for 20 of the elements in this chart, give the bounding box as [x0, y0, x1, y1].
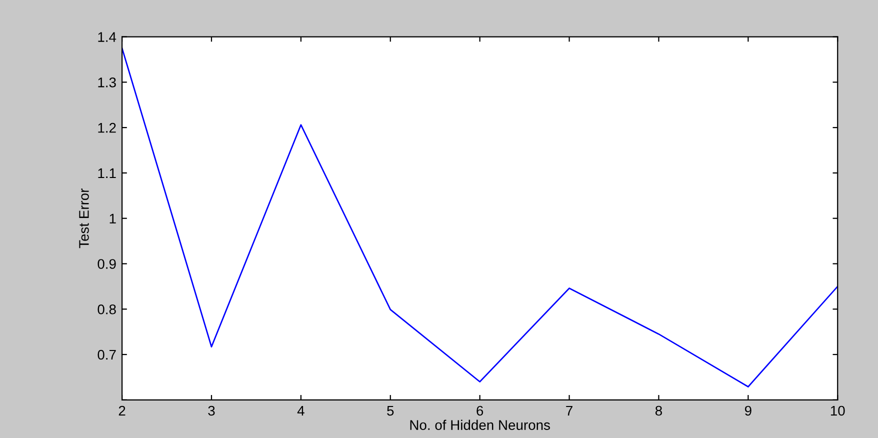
line-series [122, 47, 838, 388]
x-tick-label: 2 [118, 406, 126, 416]
x-axis-title: No. of Hidden Neurons [410, 420, 550, 430]
y-tick-label: 0.8 [98, 304, 116, 314]
x-tick-label: 5 [387, 406, 394, 416]
x-tick-label: 3 [208, 406, 215, 416]
x-tick-label: 6 [476, 406, 484, 416]
y-axis-title: Test Error [79, 188, 89, 248]
x-tick-label: 7 [566, 406, 572, 416]
y-tick-label: 1.1 [98, 168, 116, 178]
x-tick-label: 8 [655, 406, 662, 416]
y-tick-label: 1 [110, 214, 116, 224]
y-tick-label: 1.3 [98, 78, 116, 88]
y-tick-label: 1.4 [98, 32, 116, 42]
y-tick-label: 0.7 [98, 350, 116, 360]
y-tick-label: 0.9 [98, 259, 116, 269]
y-tick-label: 1.2 [98, 122, 116, 133]
x-tick-label: 9 [744, 406, 752, 416]
x-tick-label: 10 [830, 406, 845, 416]
x-tick-label: 4 [297, 406, 304, 416]
